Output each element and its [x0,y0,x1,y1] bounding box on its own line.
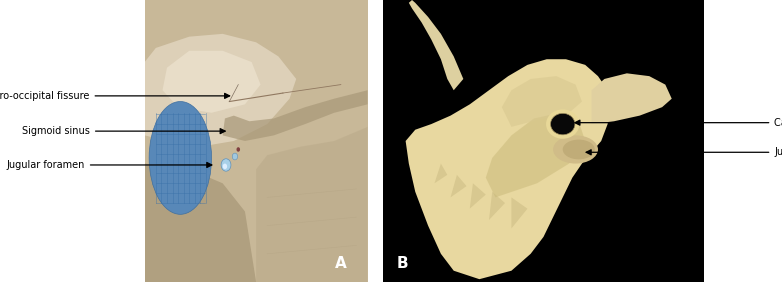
Text: Jugular foramen: Jugular foramen [6,160,212,170]
Circle shape [223,164,227,169]
Ellipse shape [563,140,595,159]
Polygon shape [489,192,505,220]
Text: Carotid canal: Carotid canal [575,118,782,128]
Polygon shape [409,0,463,90]
Polygon shape [145,34,296,147]
Polygon shape [406,59,611,279]
Circle shape [221,159,231,171]
Text: A: A [335,256,346,271]
Circle shape [232,153,238,160]
Text: B: B [396,256,408,271]
Polygon shape [145,164,256,282]
Polygon shape [592,73,672,124]
Ellipse shape [553,135,598,164]
Polygon shape [223,90,368,141]
Text: Jugular fossa: Jugular fossa [586,147,782,157]
Text: Petro-occipital fissure: Petro-occipital fissure [0,91,230,101]
Circle shape [236,147,240,152]
Circle shape [546,109,579,139]
Polygon shape [163,51,260,113]
Polygon shape [511,197,527,228]
Circle shape [551,113,575,135]
Polygon shape [435,164,447,183]
Polygon shape [470,183,486,209]
Ellipse shape [149,102,211,214]
Polygon shape [450,175,467,197]
Text: Sigmoid sinus: Sigmoid sinus [22,126,225,136]
Polygon shape [256,127,368,282]
Polygon shape [486,113,585,197]
Polygon shape [502,76,582,127]
